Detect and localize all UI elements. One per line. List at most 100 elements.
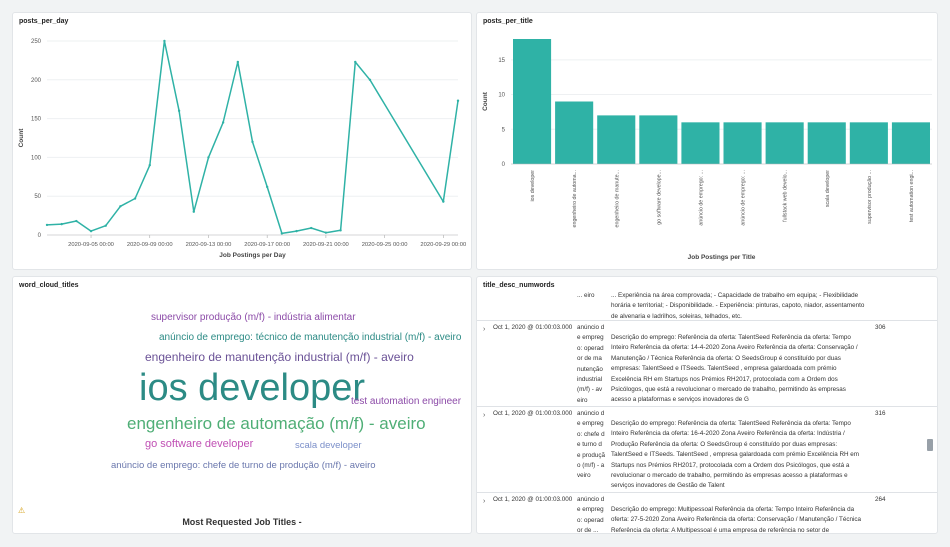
row-numwords: 306	[875, 324, 886, 331]
data-point	[163, 39, 166, 43]
bar	[765, 122, 804, 164]
cloud-word[interactable]: supervisor produção (m/f) - indústria al…	[151, 312, 356, 323]
data-point	[119, 205, 122, 208]
table-row: › Oct 1, 2020 @ 01:00:03.000 anúncio de …	[477, 323, 937, 407]
x-tick-label: supervisor produção ...	[867, 170, 873, 224]
bar	[849, 122, 888, 164]
data-point	[280, 232, 284, 235]
x-tick-label: anúncio de emprego: ...	[741, 170, 747, 226]
cloud-word[interactable]: ios developer	[139, 367, 366, 409]
data-point	[60, 222, 63, 226]
row-description: ... Experiência na área comprovada; - Ca…	[611, 292, 865, 320]
data-point	[89, 229, 93, 233]
word-cloud-panel: word_cloud_titles supervisor produção (m…	[12, 276, 472, 534]
data-point	[45, 223, 49, 227]
row-description: Descrição do emprego: Referência da ofer…	[611, 420, 860, 490]
posts-per-title-chart[interactable]: 0 5 10 15 Count ios developer engenheiro de au…	[477, 13, 937, 269]
cloud-word[interactable]: go software developer	[145, 438, 254, 450]
bar	[513, 39, 552, 164]
row-timestamp: Oct 1, 2020 @ 01:00:03.000	[493, 410, 573, 417]
posts-per-day-panel: posts_per_day 0 50 100 150 200 250 2020-09-05 …	[12, 12, 472, 270]
y-tick-label: 15	[498, 58, 505, 64]
data-point	[177, 109, 181, 113]
x-tick-label: 2020-09-21 00:00	[303, 242, 349, 248]
data-point	[251, 140, 254, 144]
data-point	[148, 163, 151, 167]
y-tick-label: 150	[31, 117, 42, 123]
data-point	[75, 219, 78, 223]
panel-title: posts_per_day	[19, 18, 69, 25]
x-tick-label: 2020-09-09 00:00	[127, 242, 173, 248]
table-row: ... eiro ... Experiência na área comprov…	[477, 291, 937, 321]
data-point	[339, 229, 342, 232]
expand-row-icon[interactable]: ›	[483, 498, 486, 505]
x-axis-label: Job Postings per Title	[688, 254, 756, 261]
bar	[555, 101, 594, 164]
row-title: ... eiro	[577, 292, 595, 299]
y-axis-label: Count	[18, 128, 25, 148]
y-tick-label: 250	[31, 39, 42, 45]
x-tick-label: engenheiro de manute...	[614, 170, 620, 227]
x-tick-label: 2020-09-13 00:00	[186, 242, 232, 248]
cloud-word[interactable]: anúncio de emprego: chefe de turno de pr…	[111, 460, 376, 471]
row-timestamp: Oct 1, 2020 @ 01:00:03.000	[493, 496, 573, 503]
y-tick-label: 100	[31, 155, 42, 161]
data-point	[192, 210, 195, 213]
row-description: Descrição do emprego: Referência da ofer…	[611, 334, 858, 404]
data-point	[324, 231, 328, 234]
expand-row-icon[interactable]: ›	[483, 326, 486, 333]
data-point	[310, 226, 313, 230]
bar	[891, 122, 930, 164]
y-axis-label: Count	[482, 91, 489, 111]
y-tick-label: 0	[502, 162, 506, 168]
posts-per-title-panel: posts_per_title 0 5 10 15 Count ios developer…	[476, 12, 938, 270]
y-tick-label: 50	[34, 194, 41, 200]
cloud-word[interactable]: engenheiro de automação (m/f) - aveiro	[127, 414, 426, 433]
data-point	[133, 197, 137, 200]
data-point	[295, 229, 298, 233]
title-desc-numwords-panel: title_desc_numwords ... eiro ... Experiê…	[476, 276, 938, 534]
row-numwords: 264	[875, 496, 886, 503]
x-tick-label: anúncio de emprego: ...	[698, 170, 704, 226]
y-tick-label: 10	[498, 93, 505, 99]
x-tick-label: 2020-09-05 00:00	[68, 242, 114, 248]
x-tick-label: 2020-09-29 00:00	[420, 242, 466, 248]
data-point	[265, 185, 269, 189]
x-tick-label: go software develope...	[656, 170, 662, 225]
bar	[597, 115, 636, 164]
posts-per-day-chart[interactable]: 0 50 100 150 200 250 2020-09-05 00:00 2020-09-0…	[13, 13, 471, 269]
cloud-word[interactable]: scala developer	[295, 440, 362, 451]
row-numwords: 316	[875, 410, 886, 417]
x-tick-label: fullstack web develo...	[783, 170, 789, 222]
bar	[723, 122, 762, 164]
row-title: anúncio de emprego: operador de manutenç…	[577, 324, 605, 404]
x-tick-label: 2020-09-17 00:00	[244, 242, 290, 248]
expand-row-icon[interactable]: ›	[483, 412, 486, 419]
x-tick-label: ios developer	[530, 170, 536, 202]
data-point	[368, 78, 372, 82]
panel-title: title_desc_numwords	[483, 282, 555, 289]
row-timestamp: Oct 1, 2020 @ 01:00:03.000	[493, 324, 573, 331]
word-cloud-footer: Most Requested Job Titles -	[182, 517, 302, 527]
x-tick-label: scala developer	[825, 170, 831, 207]
y-tick-label: 200	[31, 78, 42, 84]
panel-title: posts_per_title	[483, 18, 533, 25]
scrollbar-thumb[interactable]	[927, 439, 933, 451]
data-point	[442, 200, 445, 203]
data-point	[456, 99, 460, 102]
y-tick-label: 5	[502, 127, 506, 133]
data-point	[221, 121, 225, 124]
x-axis-label: Job Postings per Day	[219, 252, 286, 259]
warning-icon[interactable]: ⚠	[18, 506, 26, 515]
series-line	[46, 40, 459, 235]
data-point	[207, 156, 210, 159]
cloud-word[interactable]: test automation engineer	[351, 396, 462, 407]
bar	[681, 122, 720, 164]
panel-title: word_cloud_titles	[19, 282, 79, 289]
x-tick-label: engenheiro de automa...	[572, 170, 578, 227]
table-row: › Oct 1, 2020 @ 01:00:03.000 anúncio de …	[477, 495, 937, 533]
cloud-word[interactable]: engenheiro de manutenção industrial (m/f…	[145, 350, 414, 364]
x-tick-label: test automation engi...	[909, 170, 915, 222]
cloud-word[interactable]: anúncio de emprego: técnico de manutençã…	[159, 332, 462, 343]
table-row: › Oct 1, 2020 @ 01:00:03.000 anúncio de …	[477, 409, 937, 493]
